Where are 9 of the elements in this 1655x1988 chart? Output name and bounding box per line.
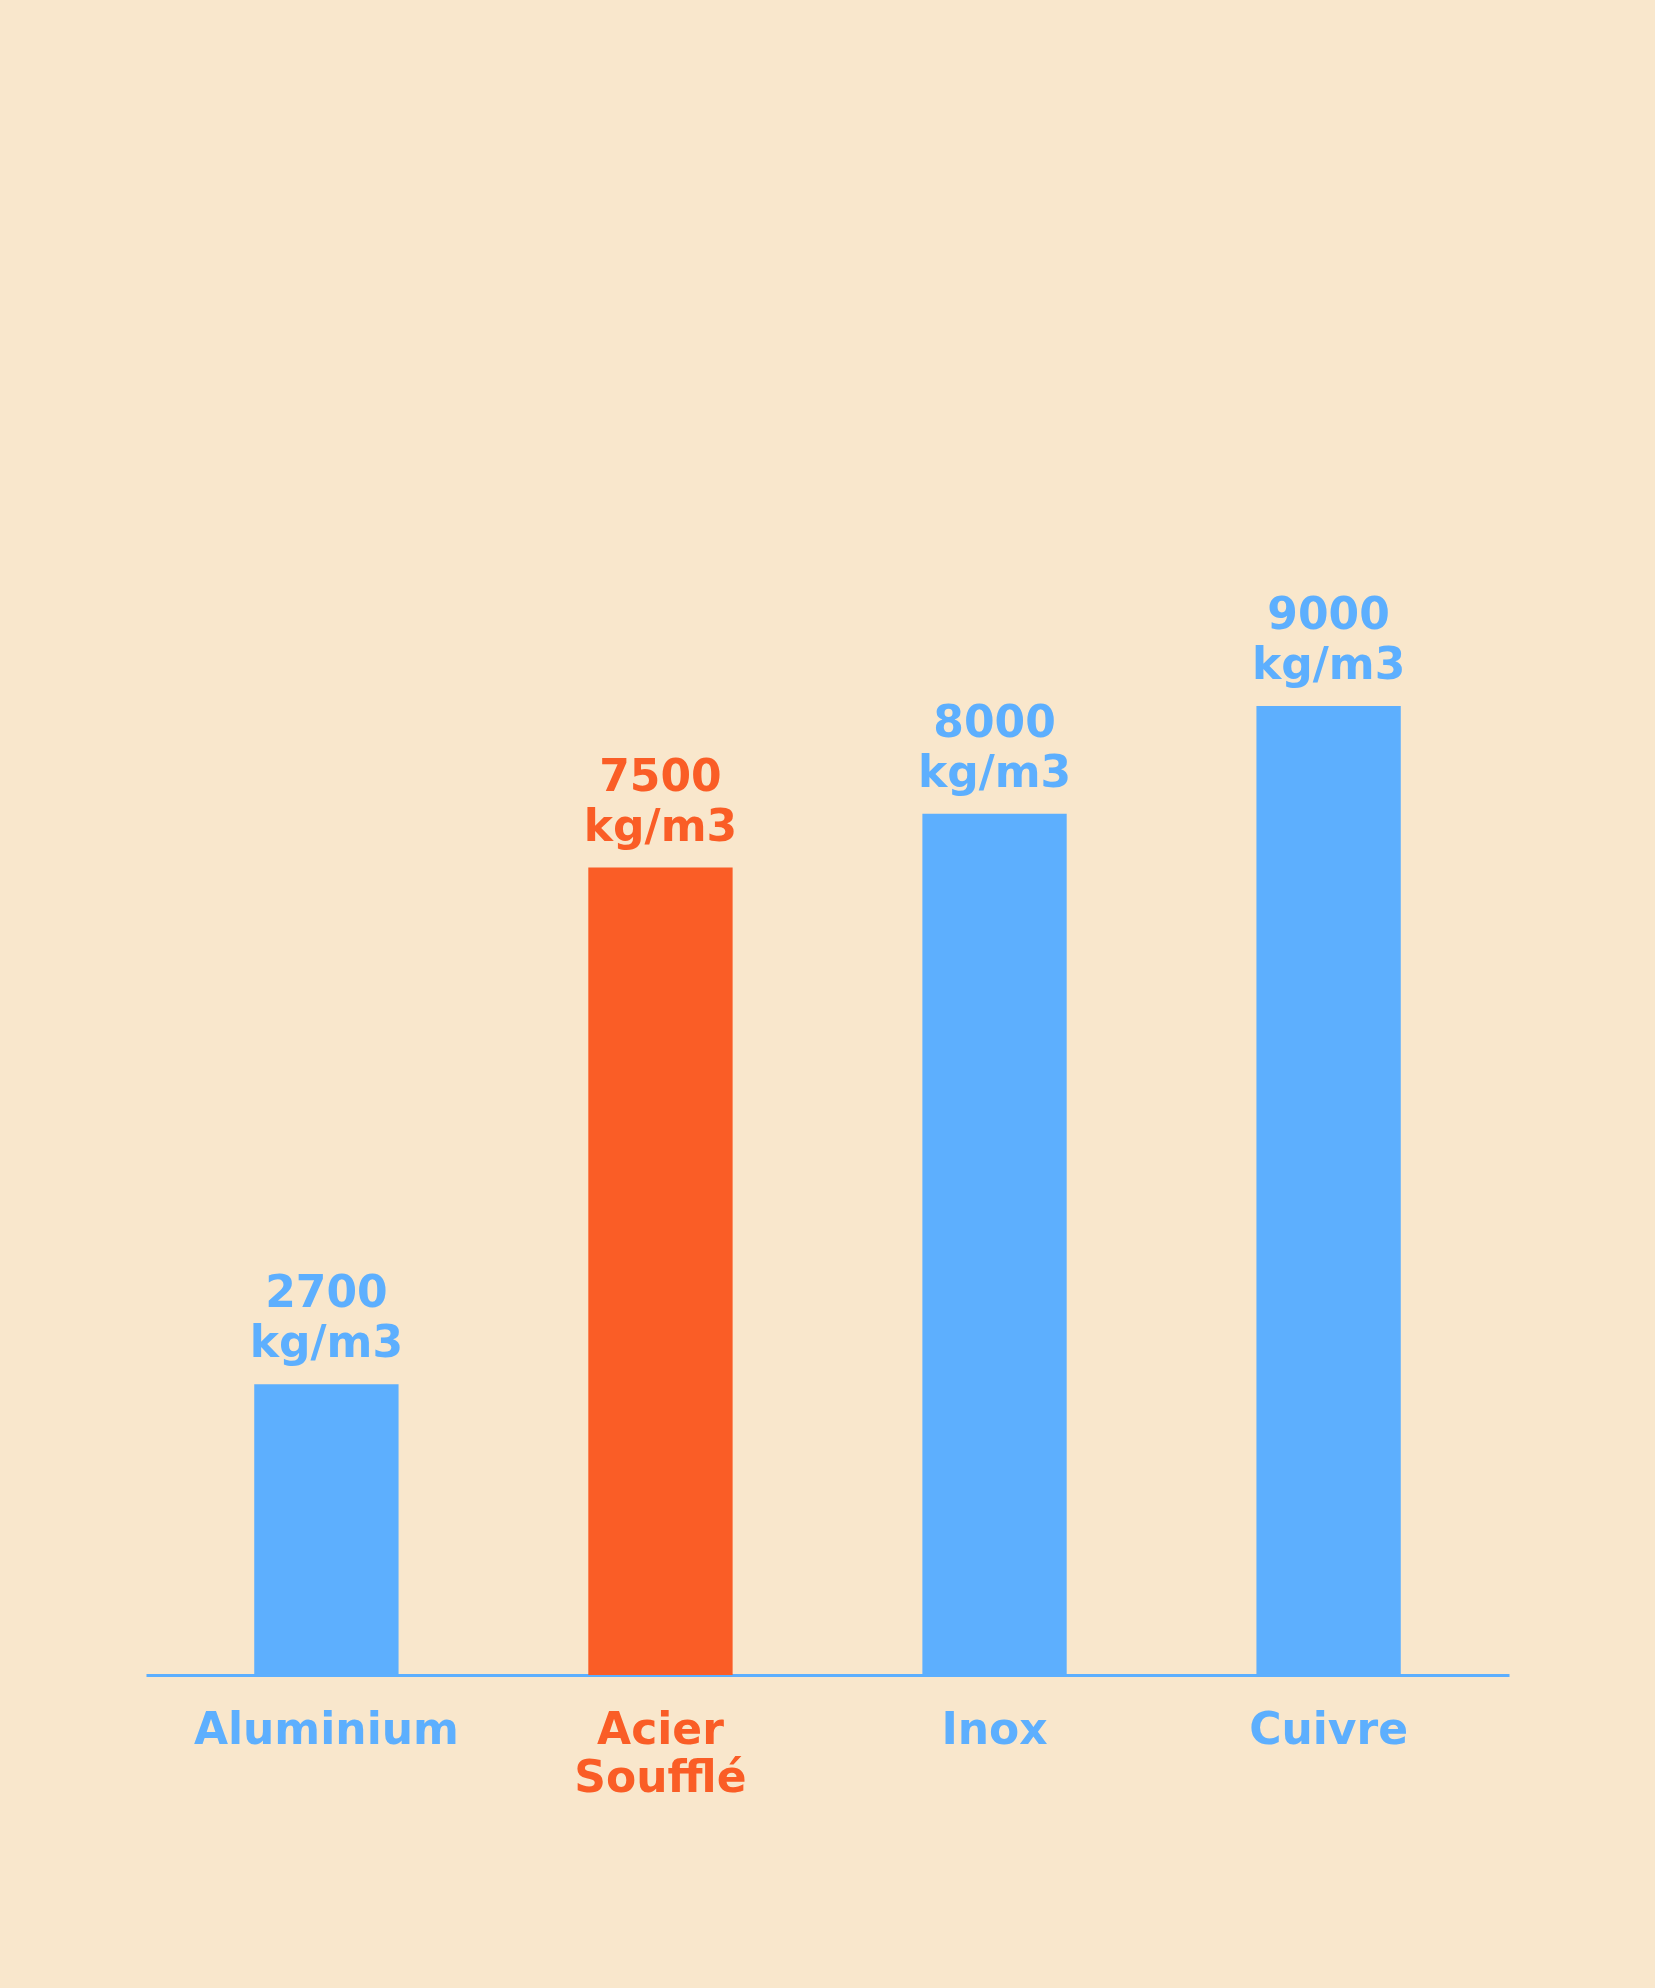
data-label: 9000 kg/m3 <box>1251 588 1406 689</box>
bar <box>588 867 733 1675</box>
data-label: 2700 kg/m3 <box>249 1266 404 1368</box>
x-tick-label: Cuivre <box>1249 1703 1409 1754</box>
x-tick-label: Aluminium <box>193 1703 459 1754</box>
x-tick-label: Inox <box>941 1703 1048 1754</box>
data-label: 7500 kg/m3 <box>583 749 738 851</box>
x-tick-label: Acier Soufflé <box>574 1703 747 1802</box>
data-label: 8000 kg/m3 <box>917 695 1072 797</box>
